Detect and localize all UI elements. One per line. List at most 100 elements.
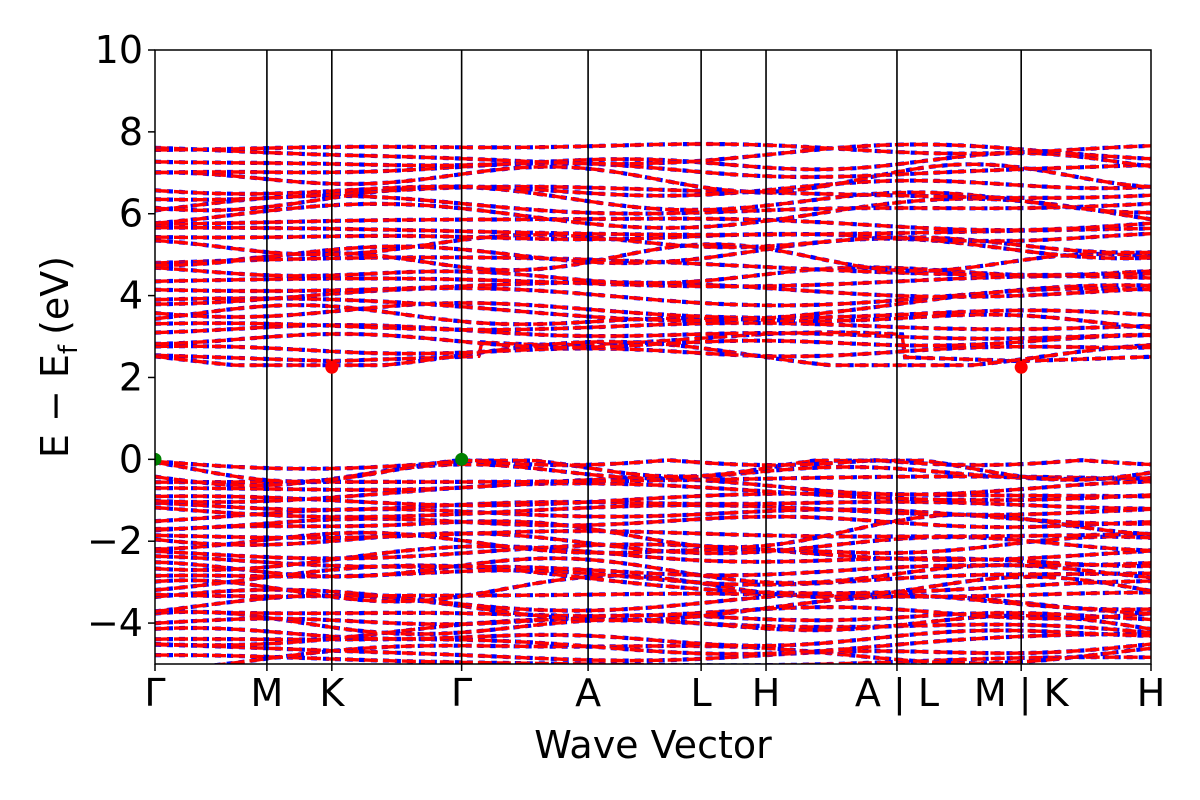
x-tick-label-8: M | K: [974, 671, 1070, 716]
band-conduction-5-spin-up: [155, 321, 1151, 332]
band-valence-21-spin-up: [155, 529, 1151, 540]
band-conduction-16-spin-up: [155, 233, 1151, 257]
y-axis-label-sub: f: [54, 344, 84, 354]
high-symmetry-lines: [266, 50, 1022, 664]
x-tick-label-3: Γ: [451, 671, 472, 715]
x-tick-label-9: H: [1137, 671, 1166, 715]
band-conduction-17-spin-up: [155, 232, 1151, 243]
band-valence-32-spin-up: [155, 458, 1151, 484]
band-valence-2-spin-up: [155, 642, 1151, 663]
y-tick-label-0: 10: [95, 28, 143, 72]
band-valence-13-spin-up: [155, 563, 1151, 595]
band-edge-markers: [155, 360, 1028, 466]
band-valence-10-spin-up: [155, 588, 1151, 613]
band-valence-0-spin-up: [155, 653, 1151, 664]
band-conduction-0-spin-up: [155, 330, 1151, 363]
y-tick-label-4: 2: [119, 355, 143, 399]
band-conduction-19-spin-up: [155, 216, 1151, 232]
x-tick-label-1: M: [251, 671, 284, 715]
band-conduction-27-spin-up: [155, 151, 1151, 172]
band-valence-16-spin-up: [155, 554, 1151, 577]
band-conduction-6-spin-down: [155, 303, 1151, 330]
band-valence-3-spin-down: [155, 631, 1151, 657]
x-tick-label-5: L: [691, 671, 712, 715]
band-valence-28-spin-down: [155, 481, 1151, 505]
band-valence-33-spin-down: [155, 458, 1151, 471]
band-valence-23-spin-up: [155, 514, 1151, 531]
band-conduction-23-spin-up: [155, 184, 1151, 202]
y-tick-label-5: 0: [119, 437, 143, 481]
band-valence-17-spin-up: [155, 544, 1151, 572]
x-tick-label-4: A: [575, 671, 601, 715]
y-axis-label-main: E − E: [33, 354, 77, 458]
band-conduction-28-spin-up: [155, 142, 1151, 166]
band-valence-18-spin-down: [155, 542, 1151, 563]
plot-frame: [154, 49, 1152, 665]
band-valence-15-spin-up: [155, 556, 1151, 585]
band-conduction-2-spin-up: [155, 344, 1151, 358]
band-valence-19-spin-down: [155, 530, 1151, 556]
y-axis-label: E − Ef (eV): [33, 256, 84, 458]
band-conduction-8-spin-up: [155, 283, 1151, 323]
band-valence-31-spin-up: [155, 462, 1151, 488]
band-conduction-9-spin-up: [155, 286, 1151, 308]
band-conduction-4-spin-up: [155, 323, 1151, 341]
y-tick-label-1: 8: [119, 110, 143, 154]
band-conduction-29-spin-up: [155, 142, 1151, 156]
band-conduction-3-spin-up: [155, 332, 1151, 349]
band-valence-1-spin-up: [210, 643, 1151, 664]
band-valence-4-spin-up: [155, 626, 1151, 648]
band-conduction-0-spin-down: [155, 330, 1151, 364]
cbm-marker-1: [1014, 360, 1028, 374]
x-tick-label-0: Γ: [144, 671, 165, 715]
band-valence-20-spin-up: [155, 531, 1151, 555]
band-conduction-20-spin-up: [155, 196, 1151, 230]
x-tick-label-6: H: [752, 671, 781, 715]
band-conduction-25-spin-up: [155, 162, 1151, 194]
band-conduction-7-spin-down: [155, 300, 1151, 320]
band-conduction-28-spin-down: [155, 142, 1151, 166]
y-tick-label-7: −4: [87, 601, 143, 645]
band-conduction-11-spin-up: [155, 274, 1151, 289]
x-tick-label-7: A | L: [855, 671, 939, 716]
band-valence-14-spin-up: [155, 568, 1151, 587]
band-valence-3-spin-up: [155, 632, 1151, 656]
y-axis: 10 8 6 4 2 0 −2 −4: [87, 28, 155, 645]
band-conduction-26-spin-up: [155, 161, 1151, 179]
band-conduction-21-spin-down: [155, 193, 1151, 216]
band-valence-10-spin-down: [155, 587, 1151, 613]
band-valence-11-spin-up: [155, 590, 1151, 599]
band-valence-4-spin-down: [155, 625, 1151, 648]
band-valence-28-spin-up: [155, 481, 1151, 504]
band-conduction-15-spin-down: [155, 236, 1151, 268]
band-valence-18-spin-up: [155, 542, 1151, 562]
band-conduction-14-spin-up: [155, 242, 1151, 273]
band-valence-25-spin-up: [155, 503, 1151, 519]
band-conduction-24-spin-down: [155, 178, 1151, 198]
band-valence-27-spin-up: [155, 491, 1151, 508]
vbm-marker-1: [455, 452, 469, 466]
y-tick-label-3: 4: [119, 274, 143, 318]
y-tick-label-2: 6: [119, 192, 143, 236]
band-valence-13-spin-down: [155, 563, 1151, 596]
band-valence-26-spin-up: [155, 500, 1151, 512]
band-valence-1-spin-down: [206, 643, 1151, 664]
band-conduction-15-spin-up: [155, 237, 1151, 267]
band-conduction-1-spin-down: [155, 339, 1151, 368]
band-conduction-24-spin-up: [155, 178, 1151, 198]
bands-layer: [155, 141, 1151, 664]
band-conduction-12-spin-up: [155, 265, 1151, 285]
band-valence-9-spin-up: [155, 593, 1151, 623]
svg-text:E − Ef(eV): E − Ef (eV): [33, 256, 84, 458]
band-valence-22-spin-up: [155, 513, 1151, 549]
x-axis-label: Wave Vector: [534, 723, 772, 767]
band-valence-33-spin-up: [155, 458, 1151, 471]
band-conduction-7-spin-up: [155, 301, 1151, 320]
band-valence-5-spin-down: [155, 617, 1151, 648]
band-conduction-9-spin-down: [155, 286, 1151, 308]
band-valence-31-spin-down: [155, 462, 1151, 488]
cbm-marker-0: [325, 360, 339, 374]
vbm-marker-0: [155, 452, 162, 466]
